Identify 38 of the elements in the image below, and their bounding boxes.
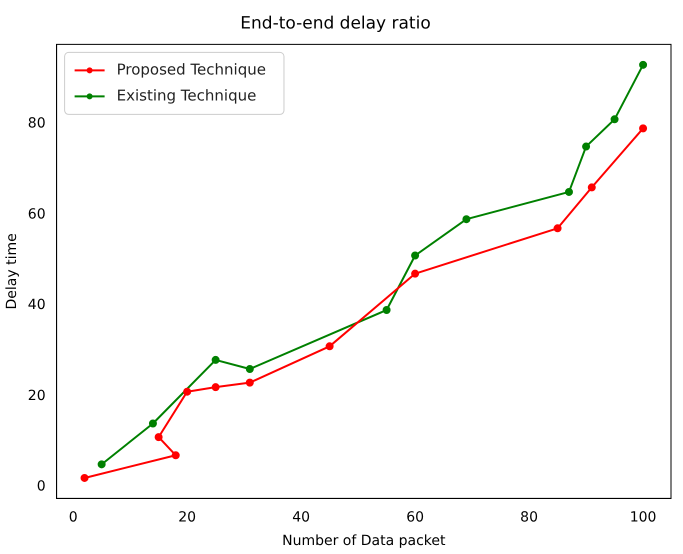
point xyxy=(172,451,180,460)
y-tick-label: 80 xyxy=(28,115,46,132)
point xyxy=(411,252,420,260)
y-tick-label: 0 xyxy=(36,478,46,495)
x-tick-label: 20 xyxy=(178,509,196,526)
point xyxy=(610,115,619,124)
point xyxy=(154,433,163,442)
point xyxy=(80,474,89,482)
chart-title: End-to-end delay ratio xyxy=(240,14,431,34)
point xyxy=(554,224,562,232)
point xyxy=(98,460,106,468)
point xyxy=(326,342,334,350)
y-tick-label: 60 xyxy=(28,206,46,222)
y-tick-label: 40 xyxy=(28,297,46,314)
point xyxy=(246,378,254,387)
point xyxy=(183,388,192,396)
x-tick-label: 80 xyxy=(520,509,538,526)
point xyxy=(212,356,220,364)
legend-label: Proposed Technique xyxy=(116,60,266,78)
point xyxy=(462,215,470,224)
legend-label: Existing Technique xyxy=(116,86,256,104)
x-tick-label: 100 xyxy=(630,509,656,526)
point xyxy=(148,419,157,428)
point xyxy=(588,183,596,192)
point xyxy=(382,306,391,314)
point xyxy=(564,188,573,196)
point xyxy=(411,270,420,278)
point xyxy=(582,142,590,151)
point xyxy=(212,383,220,392)
y-tick-label: 20 xyxy=(28,388,46,404)
x-tick-label: 60 xyxy=(406,509,424,526)
point xyxy=(639,124,648,132)
x-tick-label: 0 xyxy=(68,509,78,526)
point xyxy=(246,365,254,374)
point xyxy=(639,60,648,69)
x-tick-label: 40 xyxy=(292,509,310,526)
y-axis-title: Delay time xyxy=(4,233,20,310)
x-axis-title: Number of Data packet xyxy=(282,533,446,550)
